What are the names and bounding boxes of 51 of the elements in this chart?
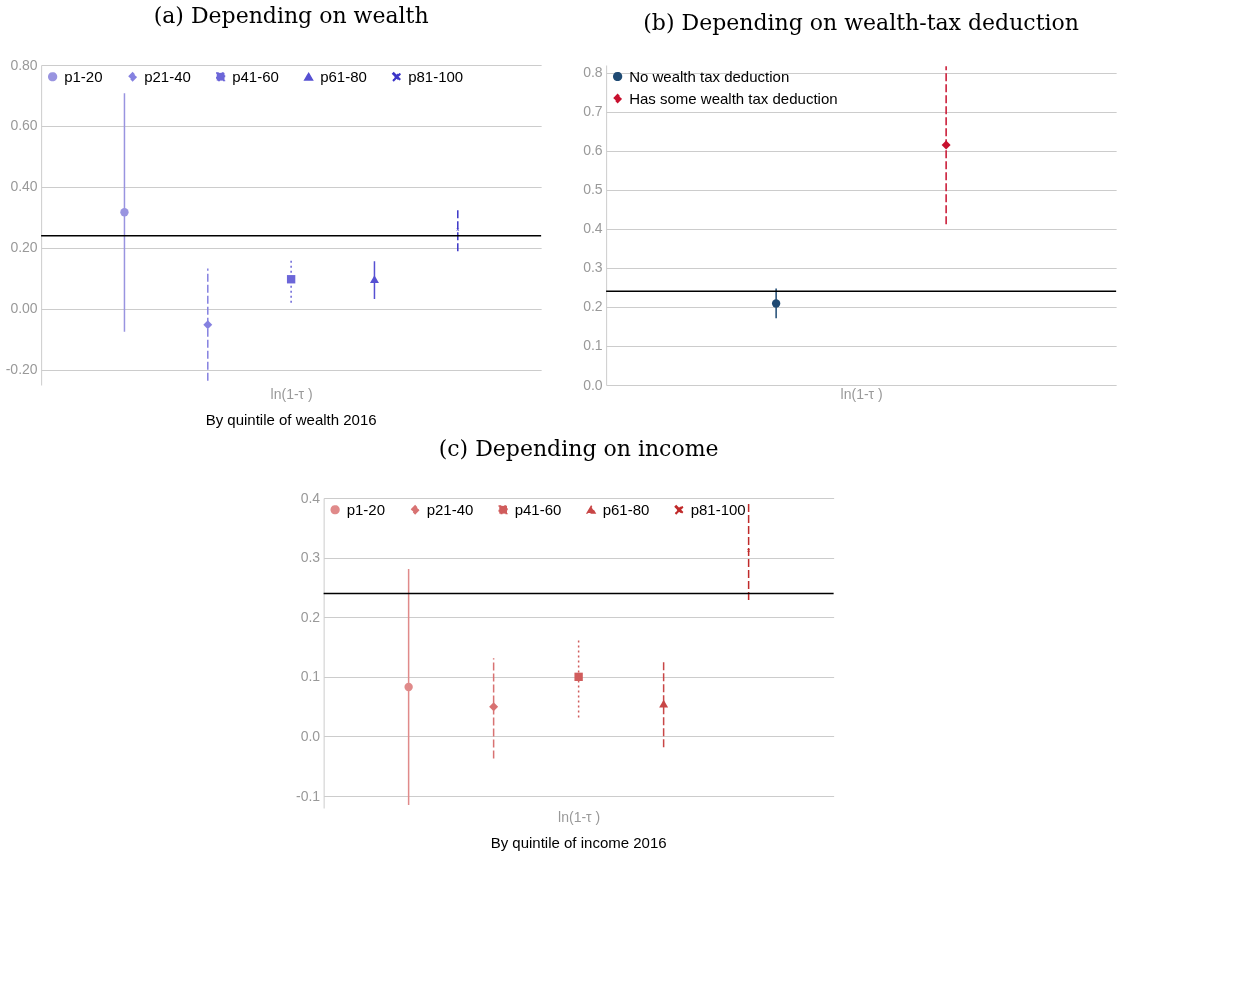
y-tick-label: 0.60 bbox=[10, 117, 38, 134]
x-axis-title: ln(1-τ ) bbox=[840, 385, 883, 402]
point bbox=[456, 228, 460, 231]
chart-title: (b) Depending on wealth-tax deduction bbox=[643, 10, 1079, 35]
legend-label: p61-80 bbox=[602, 500, 650, 518]
point bbox=[747, 549, 751, 552]
y-tick-label: 0.2 bbox=[300, 608, 321, 625]
chart-title: (a) Depending on wealth bbox=[153, 3, 429, 28]
legend-label: No wealth tax deduction bbox=[629, 67, 790, 85]
x-axis-title: ln(1-τ ) bbox=[270, 385, 313, 402]
y-tick-label: 0.00 bbox=[10, 300, 38, 317]
point bbox=[574, 672, 583, 682]
y-tick-label: 0.4 bbox=[300, 489, 321, 506]
point bbox=[659, 699, 669, 708]
legend-label: p1-20 bbox=[64, 67, 103, 85]
y-tick-label: 0.0 bbox=[583, 376, 603, 393]
y-tick-label: 0.5 bbox=[583, 181, 603, 198]
x-axis-title: ln(1-τ ) bbox=[558, 808, 601, 825]
point bbox=[489, 702, 499, 712]
y-tick-label: 0.80 bbox=[10, 56, 38, 73]
legend-label: Has some wealth tax deduction bbox=[629, 89, 838, 107]
legend-label: p21-40 bbox=[426, 500, 474, 518]
y-tick-label: 0.40 bbox=[10, 178, 38, 195]
legend-label: p1-20 bbox=[346, 500, 385, 518]
y-tick-label: 0.20 bbox=[10, 239, 38, 256]
y-tick-label: -0.20 bbox=[5, 361, 38, 378]
y-tick-label: 0.8 bbox=[583, 64, 603, 81]
point bbox=[203, 320, 213, 330]
point bbox=[404, 682, 413, 692]
y-tick-label: 0.1 bbox=[300, 668, 321, 685]
y-tick-label: 0.1 bbox=[583, 337, 603, 354]
legend-label: p81-100 bbox=[690, 500, 746, 518]
point bbox=[120, 208, 129, 217]
legend-label: p41-60 bbox=[232, 67, 279, 85]
y-tick-label: 0.4 bbox=[583, 220, 603, 237]
legend-label: p61-80 bbox=[320, 67, 367, 85]
legend-label: p81-100 bbox=[408, 67, 464, 85]
y-tick-label: -0.1 bbox=[296, 787, 321, 804]
text: By quintile of wealth 2016 bbox=[205, 411, 377, 428]
y-tick-label: 0.3 bbox=[583, 259, 603, 276]
text: By quintile of income 2016 bbox=[490, 834, 667, 851]
point bbox=[369, 275, 379, 284]
y-tick-label: 0.0 bbox=[300, 727, 321, 744]
legend-label: p21-40 bbox=[144, 67, 191, 85]
chart-title: (c) Depending on income bbox=[438, 436, 719, 461]
point bbox=[286, 275, 296, 284]
y-tick-label: 0.7 bbox=[583, 103, 603, 120]
legend-label: p41-60 bbox=[514, 500, 562, 518]
y-tick-label: 0.3 bbox=[300, 549, 321, 566]
y-tick-label: 0.2 bbox=[583, 298, 603, 315]
y-tick-label: 0.6 bbox=[583, 142, 603, 159]
